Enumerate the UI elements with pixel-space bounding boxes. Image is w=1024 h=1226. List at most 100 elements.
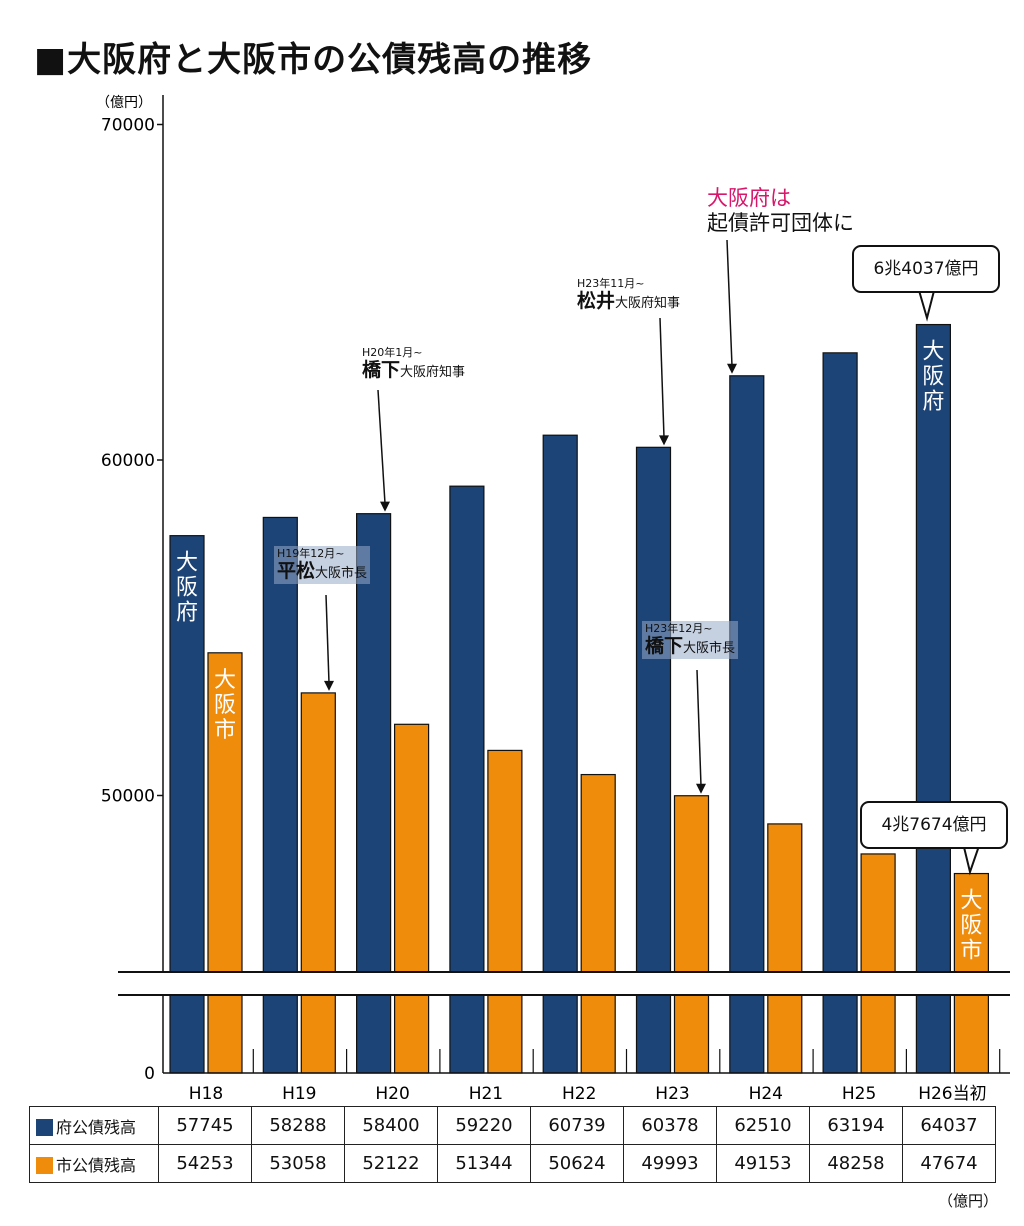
annotation-role: 大阪府知事 xyxy=(400,364,466,380)
bar-city xyxy=(487,749,523,1074)
bar-label-city: 大 xyxy=(214,668,236,693)
arrow-hashimoto-pref xyxy=(377,389,386,504)
annotation-name: 平松 xyxy=(277,559,316,582)
arrow-hashimoto-city-head xyxy=(696,783,706,794)
x-tick-label: H19 xyxy=(282,1084,316,1104)
bar-label-pref: 阪 xyxy=(176,576,198,601)
city-swatch xyxy=(36,1156,53,1174)
annotation-kisai-line2: 起債許可団体に xyxy=(707,211,854,236)
table-cell: 57745 xyxy=(158,1106,252,1145)
table-cell: 64037 xyxy=(902,1106,996,1145)
table-cell: 58288 xyxy=(251,1106,345,1145)
bar-pref xyxy=(542,434,578,1074)
y-tick-label: 0 xyxy=(144,1064,155,1084)
table-row: 市公債残高 54253 53058 52122 51344 50624 4999… xyxy=(29,1144,996,1183)
annotation-name: 橋下 xyxy=(362,358,401,381)
y-tick-label: 60000 xyxy=(101,451,155,471)
annotation-name: 橋下 xyxy=(645,634,684,657)
callout-pointer-pref xyxy=(917,286,936,322)
pref-swatch xyxy=(36,1118,53,1136)
annotation-date: H19年12月~ xyxy=(277,547,345,560)
x-tick-label: H20 xyxy=(375,1084,409,1104)
annotation-name: 松井 xyxy=(577,289,616,312)
bar-label-city: 大 xyxy=(960,889,982,914)
annotation-kisai: 大阪府は 起債許可団体に xyxy=(707,186,854,236)
bar-label-pref: 阪 xyxy=(922,365,944,390)
bar-label-city: 阪 xyxy=(960,914,982,939)
arrow-hiramatsu-city xyxy=(325,594,330,683)
arrow-matsui-pref-head xyxy=(659,435,669,446)
bar-label-city: 阪 xyxy=(214,693,236,718)
arrow-kisai xyxy=(726,239,733,366)
x-tick-label: H23 xyxy=(655,1084,689,1104)
annotation-hashimoto-pref: H20年1月~ 橋下大阪府知事 xyxy=(362,346,466,381)
arrow-hashimoto-pref-head xyxy=(380,501,390,512)
table-cell: 60739 xyxy=(530,1106,624,1145)
y-axis-unit: （億円） xyxy=(96,95,152,111)
annotation-date: H23年11月~ xyxy=(577,277,645,290)
y-tick-label: 50000 xyxy=(101,787,155,807)
table-cell: 59220 xyxy=(437,1106,531,1145)
x-tick-label: H25 xyxy=(842,1084,876,1104)
bar-city xyxy=(207,652,243,1074)
annotation-hashimoto-city: H23年12月~ 橋下大阪市長 xyxy=(642,621,739,660)
table-cell: 53058 xyxy=(251,1144,345,1183)
bar-city xyxy=(394,723,430,1074)
callout-pointer-city xyxy=(962,842,981,876)
arrow-matsui-pref xyxy=(659,317,665,438)
annotation-date: H23年12月~ xyxy=(645,622,713,635)
table-cell: 54253 xyxy=(158,1144,252,1183)
table-row: 府公債残高 57745 58288 58400 59220 60739 6037… xyxy=(29,1106,996,1145)
table-cell: 63194 xyxy=(809,1106,903,1145)
bar-label-pref: 府 xyxy=(922,390,944,415)
annotation-matsui-pref: H23年11月~ 松井大阪府知事 xyxy=(577,277,681,312)
annotation-role: 大阪府知事 xyxy=(615,295,681,311)
bar-label-pref: 大 xyxy=(176,551,198,576)
arrow-kisai-head xyxy=(727,363,737,374)
table-cell: 47674 xyxy=(902,1144,996,1183)
annotation-kisai-line1: 大阪府は xyxy=(707,186,791,210)
table-cell: 60378 xyxy=(623,1106,717,1145)
x-tick-label: H22 xyxy=(562,1084,596,1104)
bar-pref xyxy=(915,323,952,1074)
bar-city xyxy=(300,692,336,1074)
y-tick-label: 70000 xyxy=(101,116,155,136)
bar-city xyxy=(860,853,896,1074)
bar-label-pref: 大 xyxy=(922,340,944,365)
data-table: 府公債残高 57745 58288 58400 59220 60739 6037… xyxy=(29,1106,996,1183)
bar-label-city: 市 xyxy=(960,939,982,964)
callout-pref-total: 6兆4037億円 xyxy=(852,245,1000,293)
annotation-hiramatsu-city: H19年12月~ 平松大阪市長 xyxy=(274,546,371,585)
chart-title: ■大阪府と大阪市の公債残高の推移 xyxy=(34,40,593,80)
bar-pref xyxy=(635,446,672,1074)
row-label: 府公債残高 xyxy=(56,1117,137,1137)
table-cell: 62510 xyxy=(716,1106,810,1145)
table-cell: 48258 xyxy=(809,1144,903,1183)
table-cell: 51344 xyxy=(437,1144,531,1183)
bar-city xyxy=(673,795,710,1074)
arrow-hashimoto-city xyxy=(696,669,702,786)
axis-break-band xyxy=(118,972,1018,995)
bar-label-pref: 府 xyxy=(176,601,198,626)
callout-city-total: 4兆7674億円 xyxy=(860,801,1008,849)
x-tick-label: H21 xyxy=(469,1084,503,1104)
bar-pref xyxy=(822,352,858,1074)
x-tick-label: H24 xyxy=(749,1084,783,1104)
table-cell: 49993 xyxy=(623,1144,717,1183)
bar-city xyxy=(767,823,803,1074)
table-cell: 50624 xyxy=(530,1144,624,1183)
x-tick-label: H18 xyxy=(189,1084,223,1104)
annotation-role: 大阪市長 xyxy=(315,565,368,581)
row-label: 市公債残高 xyxy=(56,1155,137,1175)
annotation-date: H20年1月~ xyxy=(362,346,423,359)
x-tick-label: H26当初 xyxy=(918,1084,986,1104)
table-unit: （億円） xyxy=(937,1192,998,1210)
bar-chart: 70000 60000 50000 0 （億円） H18 H19 H20 H21 H22 H23 H2… xyxy=(96,95,1018,1104)
bar-label-city: 市 xyxy=(214,718,236,743)
row-header-city: 市公債残高 xyxy=(29,1144,159,1183)
table-cell: 49153 xyxy=(716,1144,810,1183)
row-header-pref: 府公債残高 xyxy=(29,1106,159,1145)
table-cell: 52122 xyxy=(344,1144,438,1183)
arrow-hiramatsu-city-head xyxy=(324,680,334,691)
table-cell: 58400 xyxy=(344,1106,438,1145)
